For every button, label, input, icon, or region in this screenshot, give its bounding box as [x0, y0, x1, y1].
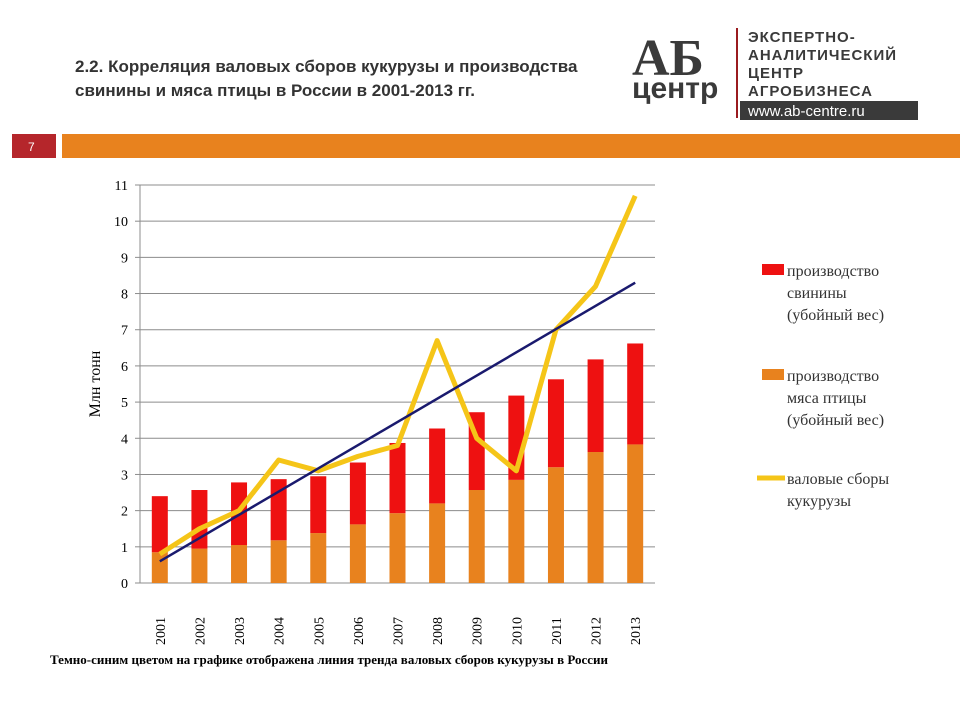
- y-tick-label: 7: [121, 324, 128, 339]
- x-tick-label: 2001: [154, 617, 169, 645]
- bar-segment: [310, 476, 327, 534]
- bar-segment: [349, 524, 366, 583]
- legend-label: производство свинины (убойный вес): [787, 263, 884, 324]
- trend-line: [159, 281, 636, 563]
- legend-line: кукурузы: [787, 493, 851, 510]
- bar-segment: [310, 533, 327, 583]
- y-tick-label: 3: [121, 468, 128, 483]
- bar-segment: [389, 513, 406, 583]
- logo-text: ЭКСПЕРТНО-: [748, 29, 856, 46]
- legend-line: (убойный вес): [787, 412, 884, 429]
- x-tick-label: 2002: [193, 617, 208, 645]
- legend-line: производство: [787, 263, 879, 280]
- x-tick-label: 2011: [550, 617, 565, 644]
- y-tick-label: 5: [121, 396, 128, 411]
- bar-segment: [547, 467, 564, 583]
- x-tick-label: 2012: [590, 617, 605, 645]
- bar-segment: [389, 442, 406, 514]
- legend-label: валовые сборы кукурузы: [787, 471, 889, 510]
- bar-segment: [587, 359, 604, 453]
- y-tick-label: 0: [121, 577, 128, 592]
- y-tick-label: 6: [121, 360, 128, 375]
- bar-segment: [151, 496, 168, 553]
- y-tick-label: 2: [121, 505, 128, 520]
- logo: АБ центр ЭКСПЕРТНО- АНАЛИТИЧЕСКИЙ ЦЕНТР …: [632, 28, 918, 120]
- slide-number-box: [12, 134, 56, 158]
- legend-swatch: [762, 369, 784, 380]
- y-tick-label: 10: [114, 215, 128, 230]
- x-tick-label: 2003: [233, 617, 248, 645]
- legend-line: валовые сборы: [787, 471, 889, 488]
- x-tick-label: 2008: [431, 617, 446, 645]
- y-tick-label: 11: [115, 179, 128, 194]
- logo-url-box: [740, 101, 918, 120]
- bar-segment: [508, 479, 525, 583]
- bar-segment: [627, 444, 644, 583]
- bar-segment: [627, 343, 644, 445]
- y-tick-label: 8: [121, 288, 128, 303]
- footnote: Темно-синим цветом на графике отображена…: [50, 652, 608, 667]
- logo-url: www.ab-centre.ru: [747, 103, 865, 120]
- legend-line: свинины: [787, 285, 847, 302]
- logo-text: АГРОБИЗНЕСА: [748, 83, 873, 100]
- title-line: свинины и мяса птицы в России в 2001-201…: [75, 81, 475, 100]
- bar-segment: [191, 548, 208, 583]
- bar-segment: [429, 428, 446, 504]
- bar-segment: [191, 490, 208, 549]
- x-tick-label: 2013: [629, 617, 644, 645]
- chart: 0 1 2 3 4 5 6 7 8 9 10 11 Млн тонн 2001 2002 2003 2004 20…: [50, 179, 889, 667]
- legend-label: производство мяса птицы (убойный вес): [787, 368, 884, 429]
- logo-mark: центр: [632, 72, 718, 105]
- logo-text: АНАЛИТИЧЕСКИЙ: [748, 46, 897, 64]
- logo-text: ЦЕНТР: [748, 65, 804, 82]
- y-tick-label: 9: [121, 251, 128, 266]
- slide-number: 7: [28, 140, 35, 154]
- x-tick-label: 2009: [471, 617, 486, 645]
- bar-segment: [231, 545, 248, 583]
- title-line: 2.2. Корреляция валовых сборов кукурузы …: [75, 57, 578, 76]
- header-bar: [62, 134, 960, 158]
- bar-segment: [349, 462, 366, 525]
- y-axis-label: Млн тонн: [87, 350, 104, 417]
- bar-segment: [468, 490, 485, 583]
- bar-segment: [587, 452, 604, 583]
- y-tick-label: 4: [121, 432, 128, 447]
- x-tick-label: 2010: [510, 617, 525, 645]
- x-tick-label: 2006: [352, 617, 367, 645]
- legend-line: производство: [787, 368, 879, 385]
- x-tick-label: 2005: [312, 617, 327, 645]
- legend-swatch: [762, 264, 784, 275]
- legend-line: мяса птицы: [787, 390, 867, 407]
- logo-mark: АБ: [632, 30, 704, 87]
- x-tick-label: 2007: [392, 617, 407, 645]
- bar-segment: [270, 540, 287, 583]
- bar-segment: [429, 503, 446, 583]
- bar-segment: [547, 379, 564, 468]
- x-tick-label: 2004: [273, 617, 288, 645]
- legend-line: (убойный вес): [787, 307, 884, 324]
- y-tick-label: 1: [121, 541, 128, 556]
